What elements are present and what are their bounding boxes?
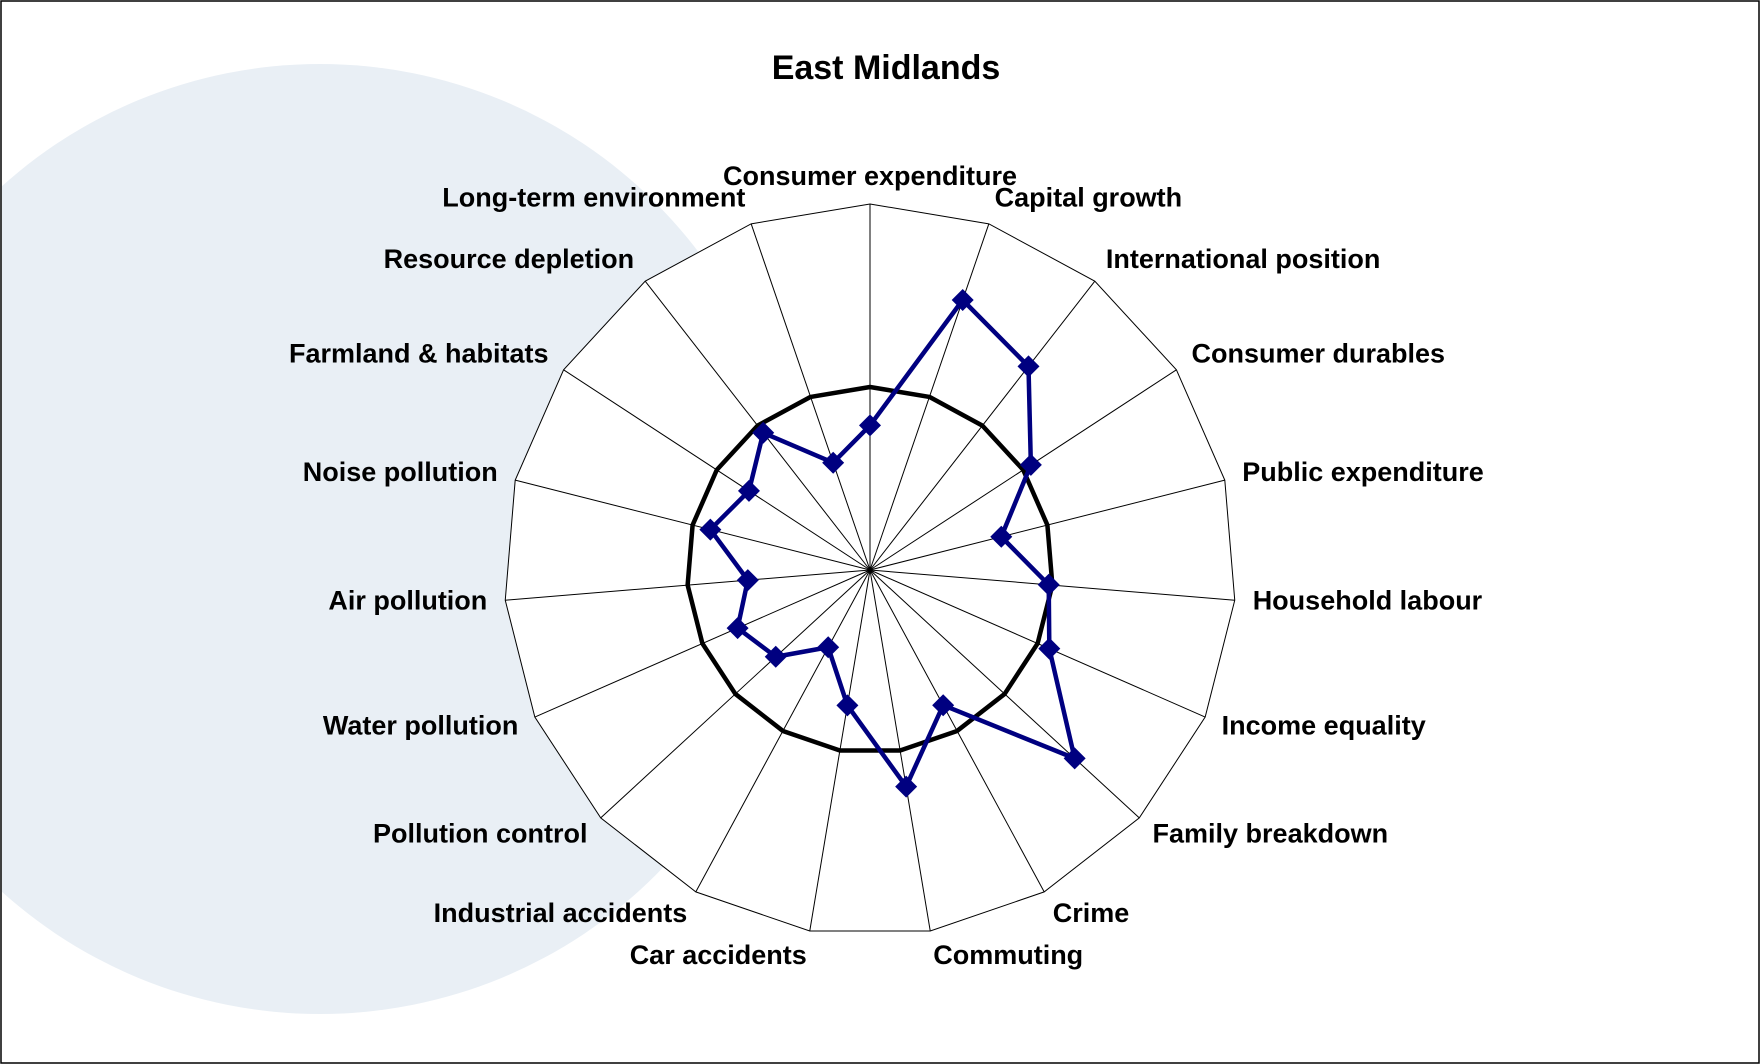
- marker: [726, 617, 749, 640]
- marker: [1017, 355, 1040, 378]
- axis-label: Consumer durables: [1191, 339, 1445, 369]
- axis-label: Household labour: [1253, 585, 1483, 615]
- axis-label: Air pollution: [328, 585, 487, 615]
- axis-label: Income equality: [1222, 711, 1426, 741]
- axis-label: Pollution control: [373, 819, 587, 849]
- axis-label: Public expenditure: [1242, 457, 1484, 487]
- axis-label: Resource depletion: [384, 244, 635, 274]
- marker: [817, 636, 840, 659]
- marker: [1019, 453, 1042, 476]
- axis-label: International position: [1106, 244, 1381, 274]
- axis-label: Family breakdown: [1153, 819, 1389, 849]
- axis-label: Car accidents: [630, 940, 807, 970]
- marker: [822, 451, 845, 474]
- marker: [1037, 573, 1060, 596]
- marker: [859, 414, 881, 437]
- marker: [932, 694, 955, 717]
- axis-label: Long-term environment: [442, 182, 745, 212]
- marker: [699, 518, 722, 541]
- marker: [1038, 637, 1061, 660]
- axis-label: Farmland & habitats: [289, 339, 549, 369]
- axis-label: Industrial accidents: [434, 898, 688, 928]
- marker: [1063, 747, 1086, 770]
- marker: [836, 694, 859, 717]
- marker: [737, 479, 760, 502]
- axis-label: Water pollution: [323, 711, 518, 741]
- series-line: [708, 297, 1077, 789]
- axis-label: Noise pollution: [303, 457, 498, 487]
- axis-label: Crime: [1053, 898, 1130, 928]
- axis-label: Capital growth: [995, 182, 1183, 212]
- axis-label: Consumer expenditure: [723, 161, 1017, 191]
- chart-title: East Midlands: [772, 49, 1001, 87]
- marker: [990, 525, 1013, 548]
- marker: [764, 645, 787, 668]
- marker: [752, 421, 775, 444]
- marker: [951, 288, 974, 311]
- axis-label: Commuting: [933, 940, 1083, 970]
- marker: [736, 569, 759, 592]
- marker: [895, 775, 918, 798]
